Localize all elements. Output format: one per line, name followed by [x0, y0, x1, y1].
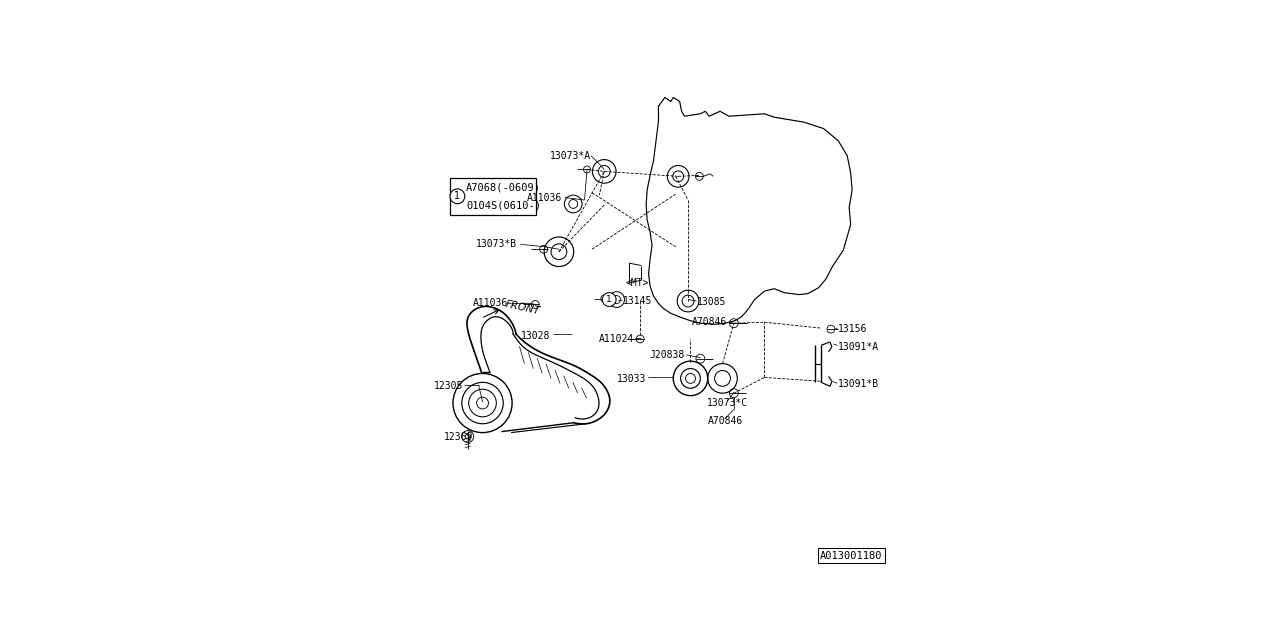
Text: 1: 1 — [607, 295, 612, 304]
Text: 13145: 13145 — [622, 296, 652, 306]
Text: A11036: A11036 — [472, 298, 508, 308]
Text: 13091*A: 13091*A — [838, 342, 879, 352]
Text: 0104S(0610-): 0104S(0610-) — [466, 200, 541, 211]
Text: A70846: A70846 — [708, 416, 742, 426]
Text: <MT>: <MT> — [626, 278, 649, 288]
Text: FRONT: FRONT — [504, 299, 541, 316]
Text: 13073*A: 13073*A — [550, 150, 591, 161]
FancyBboxPatch shape — [451, 178, 536, 215]
Text: A70846: A70846 — [692, 317, 727, 327]
Text: A013001180: A013001180 — [820, 551, 883, 561]
Circle shape — [451, 189, 465, 204]
Circle shape — [603, 292, 616, 307]
Text: 13033: 13033 — [617, 374, 646, 384]
Text: 13073*C: 13073*C — [707, 398, 748, 408]
Text: 12305: 12305 — [434, 381, 463, 391]
Text: 1: 1 — [454, 191, 461, 202]
Text: 13091*B: 13091*B — [838, 380, 879, 389]
Text: 12369: 12369 — [444, 431, 474, 442]
Text: A11036: A11036 — [527, 193, 562, 202]
Text: A11024: A11024 — [599, 334, 634, 344]
Text: 13028: 13028 — [521, 330, 550, 340]
Text: J20838: J20838 — [649, 350, 685, 360]
Text: 13156: 13156 — [838, 324, 868, 334]
Text: A7068(-0609): A7068(-0609) — [466, 182, 541, 192]
Text: 13073*B: 13073*B — [476, 239, 517, 250]
Text: 13085: 13085 — [696, 296, 726, 307]
